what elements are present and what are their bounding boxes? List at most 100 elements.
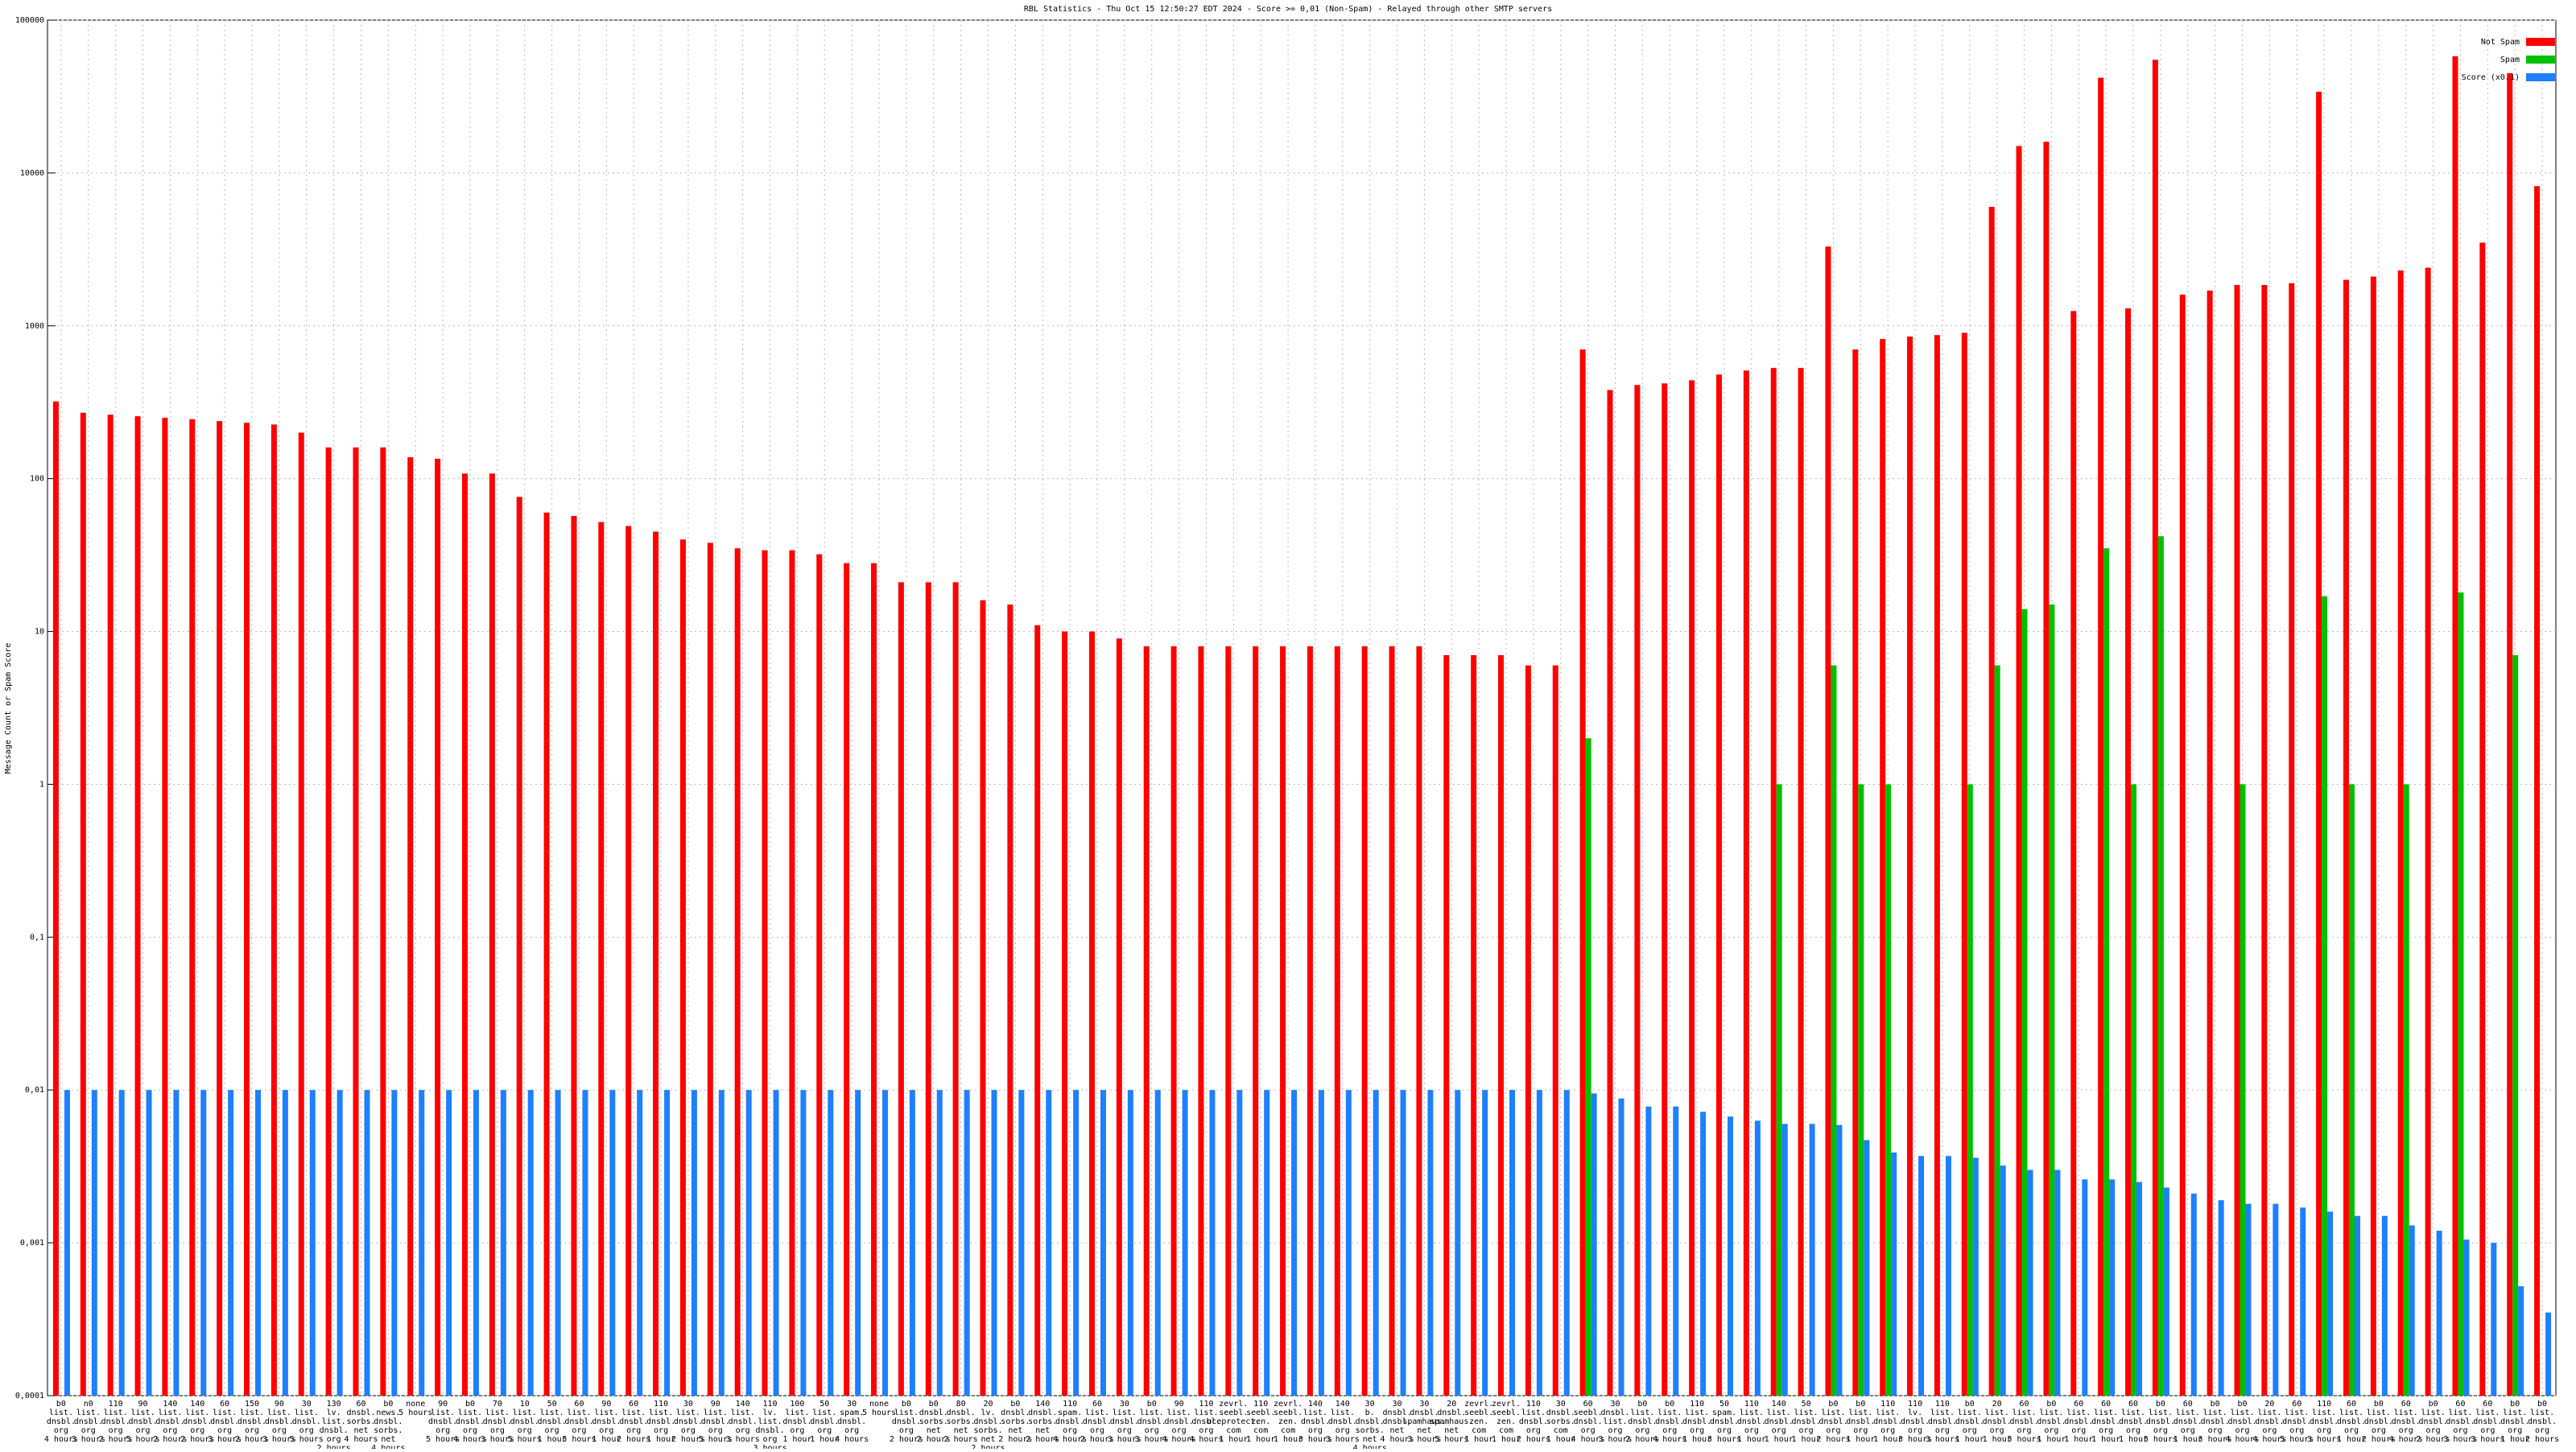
- x-tick-label: 60 list. dnsbl. org 1 hour: [2064, 1400, 2093, 1444]
- bar: [80, 412, 86, 1396]
- x-tick-label: none 5 hours: [398, 1400, 432, 1417]
- bar: [1743, 370, 1749, 1396]
- bar: [2458, 592, 2464, 1396]
- bar: [1389, 646, 1395, 1396]
- bar: [1154, 1090, 1161, 1396]
- bar: [734, 548, 741, 1396]
- x-tick-label: 60 dnsbl. sorbs. net 4 hours: [344, 1400, 378, 1444]
- bar: [1945, 1156, 1951, 1396]
- bar: [325, 447, 332, 1396]
- bar: [1170, 646, 1177, 1396]
- x-tick-label: 60 list. dnsbl. org 1 hour: [2091, 1400, 2120, 1444]
- bar: [2240, 784, 2246, 1396]
- bar: [500, 1090, 506, 1396]
- bar: [2316, 91, 2322, 1396]
- bar: [1427, 1090, 1434, 1396]
- bar: [2234, 285, 2240, 1396]
- x-tick-label: b0 list. dnsbl. org 2 hours: [1625, 1400, 1659, 1444]
- y-tick-label: 10000: [20, 169, 44, 178]
- x-tick-label: 110 list. dnsbl. org 1 hour: [646, 1400, 675, 1444]
- bar: [336, 1090, 343, 1396]
- x-tick-label: 20 list. dnsbl. org 4 hours: [2252, 1400, 2286, 1444]
- bar: [2016, 146, 2022, 1396]
- bar: [2103, 548, 2110, 1396]
- bar: [1498, 654, 1505, 1396]
- x-tick-label: 60 seebl. dnsbl. org 4 hours: [1571, 1400, 1605, 1444]
- bar: [2436, 1231, 2442, 1396]
- bar: [2381, 1215, 2388, 1396]
- x-tick-label: b0 list. dnsbl. org 4 hours: [453, 1400, 487, 1444]
- bar: [828, 1090, 834, 1396]
- bar: [2425, 267, 2431, 1396]
- x-tick-label: zevrl. seebl. zen. com 1 hour: [1274, 1400, 1302, 1444]
- x-tick-label: 60 list. dnsbl. org 3 hours: [2443, 1400, 2477, 1444]
- bar: [882, 1090, 889, 1396]
- bar: [309, 1090, 316, 1396]
- x-tick-label: 50 spam. dnsbl. org 3 hours: [1707, 1400, 1741, 1444]
- bar: [1471, 654, 1477, 1396]
- x-tick-label: 110 list. dnsbl. org 3 hours: [2307, 1400, 2341, 1444]
- y-tick-label: 0,01: [25, 1086, 44, 1095]
- bar: [2545, 1312, 2552, 1396]
- bar: [255, 1090, 262, 1396]
- bar: [1416, 646, 1422, 1396]
- bar: [1007, 604, 1013, 1396]
- bar: [2125, 308, 2132, 1396]
- x-tick-label: 140 list. dnsbl. org 2 hours: [180, 1400, 214, 1444]
- x-tick-label: b0 list. dnsbl. org 2 hours: [1816, 1400, 1850, 1444]
- bar: [244, 423, 250, 1396]
- bar: [571, 516, 577, 1396]
- bar: [2491, 1243, 2497, 1396]
- bar: [173, 1090, 180, 1396]
- legend-swatch: [2526, 38, 2555, 46]
- chart-title: RBL Statistics - Thu Oct 15 12:50:27 EDT…: [1024, 5, 1552, 14]
- bar: [353, 447, 359, 1396]
- bar: [435, 458, 441, 1396]
- x-tick-label: b0 list. dnsbl. org 1 hour: [1955, 1400, 1984, 1444]
- x-tick-label: b0 list. dnsbl. org 4 hours: [1653, 1400, 1686, 1444]
- bar: [1182, 1090, 1188, 1396]
- bar: [2190, 1193, 2197, 1396]
- x-tick-label: 140 list. dnsbl. org 2 hours: [153, 1400, 187, 1444]
- bar: [134, 416, 141, 1396]
- x-tick-label: 90 list. dnsbl. org 1 hour: [592, 1400, 621, 1444]
- bar: [1345, 1090, 1352, 1396]
- x-tick-label: n0 list. dnsbl. org 3 hours: [72, 1400, 105, 1444]
- bar: [364, 1090, 370, 1396]
- x-tick-label: 50 list. dnsbl. org 1 hour: [538, 1400, 567, 1444]
- bar: [2512, 654, 2519, 1396]
- bar: [1046, 1090, 1052, 1396]
- bar: [91, 1090, 97, 1396]
- x-tick-label: b0 list. dnsbl. org 3 hours: [1135, 1400, 1169, 1444]
- bar: [1318, 1090, 1324, 1396]
- bar: [1307, 646, 1313, 1396]
- x-tick-label: 140 list. dnsbl. org 3 hours: [1326, 1400, 1360, 1444]
- bar: [2403, 784, 2409, 1396]
- bar: [1209, 1090, 1216, 1396]
- bar: [1770, 368, 1777, 1396]
- bar: [1143, 646, 1150, 1396]
- bar: [1443, 654, 1450, 1396]
- bar: [952, 582, 959, 1396]
- legend-label: Spam: [2500, 56, 2520, 64]
- x-tick-label: 60 list. dnsbl. org 5 hours: [562, 1400, 596, 1444]
- x-tick-label: 30 list. dnsbl. org 5 hours: [290, 1400, 324, 1444]
- x-tick-label: 60 list. dnsbl. org 3 hours: [2471, 1400, 2504, 1444]
- bar: [1715, 374, 1722, 1396]
- bar: [855, 1090, 861, 1396]
- x-tick-label: 30 list. dnsbl. org 2 hours: [671, 1400, 705, 1444]
- bar: [1634, 385, 1641, 1396]
- bar: [217, 421, 223, 1396]
- bar: [2179, 295, 2186, 1396]
- bar: [2136, 1182, 2143, 1396]
- bar: [189, 419, 196, 1396]
- bar: [1361, 646, 1368, 1396]
- y-tick-label: 1000: [25, 322, 44, 331]
- bar: [270, 424, 277, 1396]
- bar: [2322, 596, 2328, 1396]
- x-tick-label: b0 list. dnsbl. org 2 hours: [2525, 1400, 2559, 1444]
- x-tick-label: 30 dnsbl. dnsbl. net 4 hours: [1380, 1400, 1414, 1444]
- bar: [1836, 1124, 1843, 1396]
- bar: [637, 1090, 643, 1396]
- bar: [1591, 1093, 1597, 1396]
